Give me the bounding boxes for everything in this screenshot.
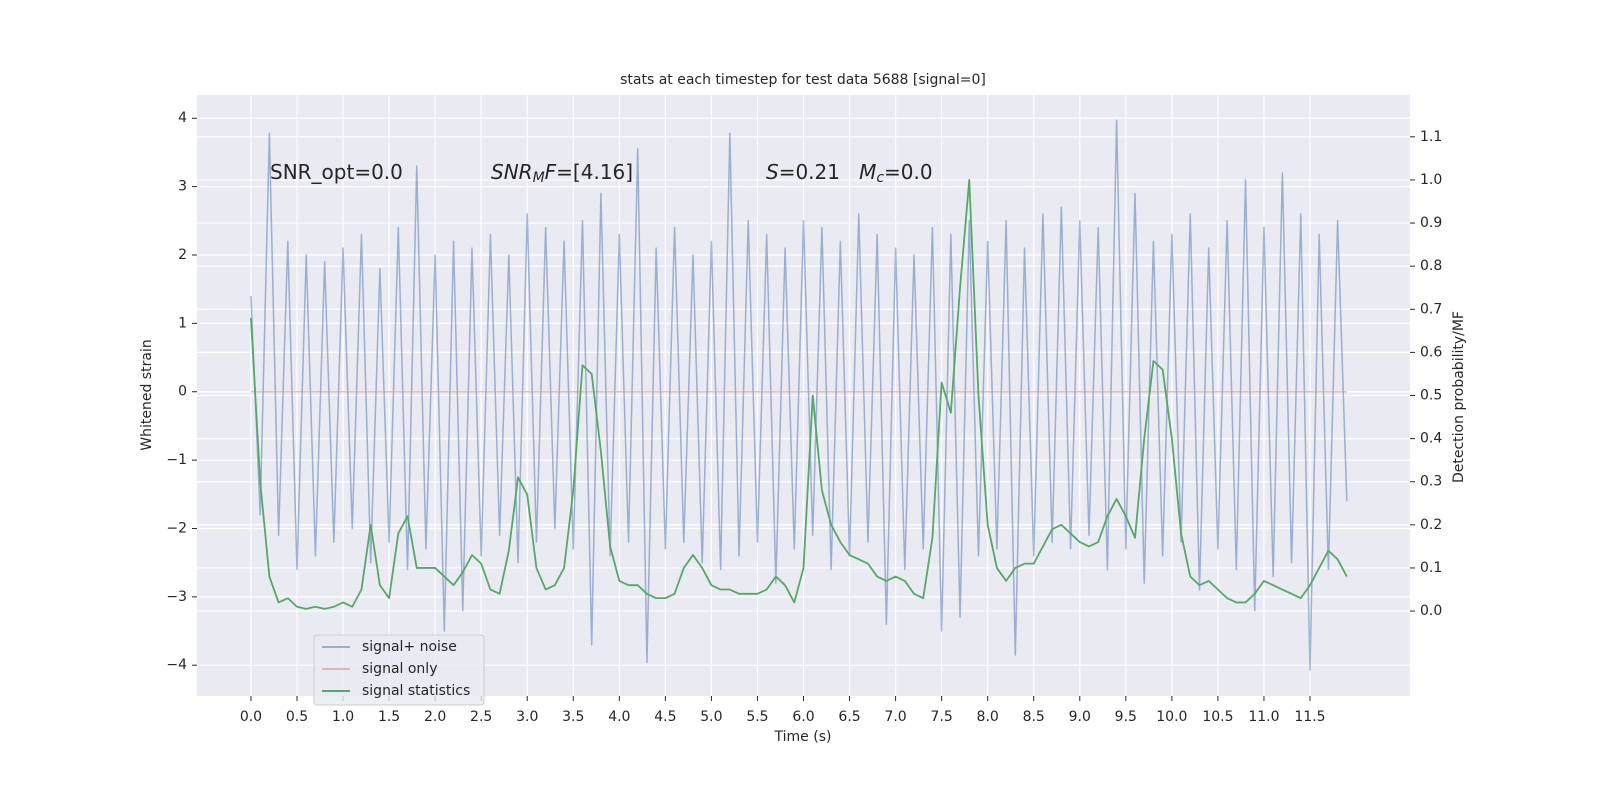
y-tick-label: −3 xyxy=(166,589,187,605)
annotation: SNRMF=[4.16] xyxy=(491,160,633,187)
x-tick-label: 0.0 xyxy=(240,709,262,725)
annotation-part: M xyxy=(533,170,545,186)
annotation-part: SNR xyxy=(491,160,533,184)
x-tick-label: 1.0 xyxy=(332,709,354,725)
x-tick-label: 6.0 xyxy=(792,709,814,725)
y-tick-label: 2 xyxy=(178,247,187,263)
y2-tick-label: 1.0 xyxy=(1420,172,1442,188)
y-tick-label: 1 xyxy=(178,315,187,331)
line-series xyxy=(250,179,1348,610)
y-tick-label: −2 xyxy=(166,520,187,536)
y-tick-label: 3 xyxy=(178,179,187,195)
x-axis-label: Time (s) xyxy=(774,729,832,745)
y2-tick-label: 1.1 xyxy=(1420,129,1442,145)
y2-tick-label: 0.9 xyxy=(1420,215,1442,231)
y-tick-label: −1 xyxy=(166,452,187,468)
x-tick-label: 0.5 xyxy=(286,709,308,725)
x-tick-label: 5.0 xyxy=(700,709,722,725)
y2-axis-label: Detection probability/MF xyxy=(1451,311,1467,483)
y2-tick-label: 0.2 xyxy=(1420,517,1442,533)
x-tick-label: 2.5 xyxy=(470,709,492,725)
x-tick-label: 11.5 xyxy=(1294,709,1325,725)
overlay: 0.0 0.5 1.0 1.5 2.0 2.5 3.0 3.5 4.0 4.5 5.0 5.5 6.0 6… xyxy=(166,110,1442,725)
annotation: SNR_opt=0.0 xyxy=(270,160,403,184)
x-tick-label: 9.5 xyxy=(1115,709,1137,725)
annotation-part: =0.21 xyxy=(779,160,859,184)
x-tick-label: 10.0 xyxy=(1156,709,1187,725)
annotation-part: =0.0 xyxy=(884,160,933,184)
y2-tick-label: 0.4 xyxy=(1420,431,1442,447)
annotation-part: c xyxy=(876,170,884,186)
annotation-part: M xyxy=(859,160,876,184)
x-tick-label: 5.5 xyxy=(746,709,768,725)
x-tick-label: 3.0 xyxy=(516,709,538,725)
legend-box xyxy=(313,634,485,706)
x-tick-label: 8.0 xyxy=(977,709,999,725)
x-tick-label: 6.5 xyxy=(838,709,860,725)
x-tick-label: 10.5 xyxy=(1202,709,1233,725)
x-tick-label: 4.5 xyxy=(654,709,676,725)
annotation-part: F xyxy=(545,160,557,184)
x-tick-label: 1.5 xyxy=(378,709,400,725)
y-tick-label: 0 xyxy=(178,384,187,400)
x-tick-label: 7.0 xyxy=(884,709,906,725)
annotation-part: =[4.16] xyxy=(556,160,633,184)
y2-tick-label: 0.3 xyxy=(1420,474,1442,490)
legend-label: signal only xyxy=(362,661,437,677)
y2-tick-label: 0.5 xyxy=(1420,388,1442,404)
y2-tick-label: 0.6 xyxy=(1420,344,1442,360)
legend-label: signal+ noise xyxy=(362,639,457,655)
line-series xyxy=(250,119,1348,671)
legend-label: signal statistics xyxy=(362,683,470,699)
x-tick-label: 8.5 xyxy=(1023,709,1045,725)
x-tick-label: 2.0 xyxy=(424,709,446,725)
x-tick-label: 4.0 xyxy=(608,709,630,725)
x-tick-label: 11.0 xyxy=(1248,709,1279,725)
y2-tick-label: 0.1 xyxy=(1420,560,1442,576)
y2-tick-label: 0.8 xyxy=(1420,258,1442,274)
chart-title: stats at each timestep for test data 568… xyxy=(620,72,986,88)
x-tick-label: 7.5 xyxy=(931,709,953,725)
annotation: S=0.21 Mc=0.0 xyxy=(766,160,933,187)
x-tick-label: 9.0 xyxy=(1069,709,1091,725)
y-axis-label: Whitened strain xyxy=(139,339,155,450)
annotation-part: S xyxy=(766,160,779,184)
y2-tick-label: 0.0 xyxy=(1420,603,1442,619)
x-tick-label: 3.5 xyxy=(562,709,584,725)
y2-tick-label: 0.7 xyxy=(1420,301,1442,317)
marks xyxy=(250,119,1348,671)
y-tick-label: −4 xyxy=(166,657,187,673)
y-tick-label: 4 xyxy=(178,110,187,126)
annotation-part: SNR_opt=0.0 xyxy=(270,160,403,184)
